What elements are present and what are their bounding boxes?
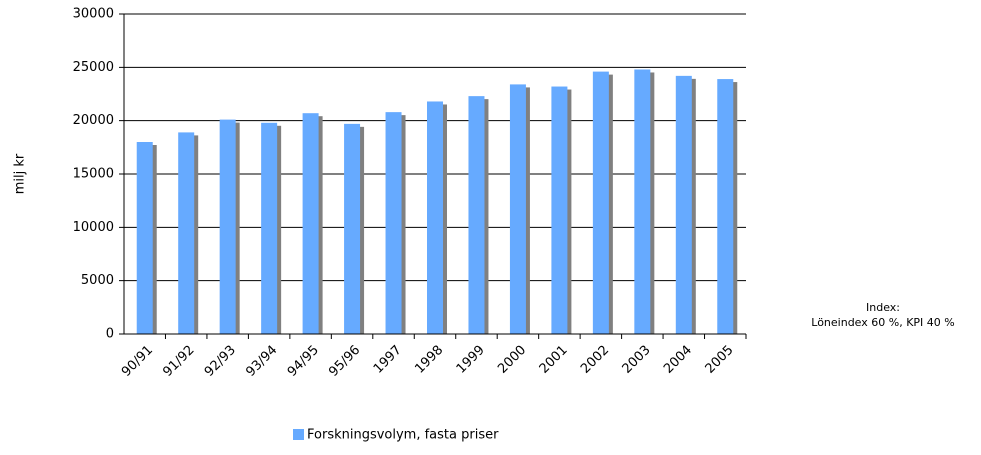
bar [509,84,526,335]
y-tick-label: 25000 [73,60,114,75]
x-tick-label: 2005 [703,343,737,377]
y-axis-label: milj kr [13,153,28,194]
bar [551,86,568,335]
annotation: Index: [866,301,900,314]
y-tick-label: 5000 [81,273,114,288]
x-tick-label: 2001 [537,343,571,377]
bar [302,113,319,334]
x-tick-label: 2002 [578,343,612,377]
bar [634,69,651,334]
bar [427,101,443,334]
legend-label: Forskningsvolym, fasta priser [307,428,499,443]
x-tick-label: 1998 [412,343,446,377]
y-tick-label: 20000 [73,113,114,128]
y-tick-label: 0 [106,327,114,342]
x-tick-label: 94/95 [285,343,322,380]
bar [219,119,236,334]
bar [675,75,692,334]
legend-swatch [293,429,304,440]
y-tick-label: 30000 [73,7,114,22]
bar [344,123,361,334]
bar [592,71,609,334]
annotation: Löneindex 60 %, KPI 40 % [811,316,954,329]
x-tick-label: 1999 [454,343,488,377]
bar [385,112,402,334]
y-tick-label: 15000 [73,167,114,182]
x-tick-label: 90/91 [119,343,156,380]
x-tick-label: 92/93 [202,343,239,380]
bar [136,142,153,334]
bar [468,96,485,334]
bar [178,132,195,334]
y-tick-label: 10000 [73,220,114,235]
x-tick-label: 2004 [661,343,695,377]
x-tick-label: 91/92 [160,343,197,380]
bar [717,79,734,334]
x-tick-label: 93/94 [243,343,280,380]
x-tick-label: 1997 [371,343,405,377]
x-tick-label: 2003 [620,343,654,377]
x-tick-label: 95/96 [326,343,363,380]
x-tick-label: 2000 [495,343,529,377]
bar [261,122,278,334]
